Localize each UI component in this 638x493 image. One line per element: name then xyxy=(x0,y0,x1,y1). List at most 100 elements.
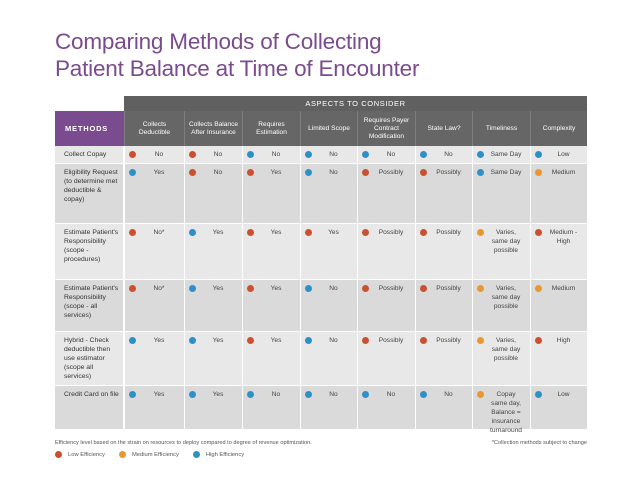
efficiency-dot-icon xyxy=(129,169,136,176)
value-cell: Medium xyxy=(530,280,587,331)
efficiency-dot-icon xyxy=(247,229,254,236)
efficiency-dot-icon xyxy=(189,337,196,344)
value-cell: Yes xyxy=(300,224,357,279)
efficiency-dot-icon xyxy=(305,169,312,176)
value-text: Varies, same day possible xyxy=(491,285,521,310)
value-text: Yes xyxy=(153,391,165,398)
value-text: High xyxy=(556,337,571,344)
value-text: Possibly xyxy=(436,285,461,292)
value-text: No* xyxy=(153,285,165,292)
value-text: Possibly xyxy=(378,169,404,176)
column-header: Requires Payer Contract Modification xyxy=(357,111,415,146)
efficiency-dot-icon xyxy=(477,151,484,158)
efficiency-dot-icon xyxy=(535,229,542,236)
efficiency-dot-icon xyxy=(247,337,254,344)
value-text: No xyxy=(386,151,396,158)
method-cell: Estimate Patient's Responsibility (scope… xyxy=(55,280,124,331)
value-cell: No xyxy=(242,386,300,429)
value-cell: No xyxy=(242,146,300,163)
value-cell: No xyxy=(415,146,472,163)
legend-item: Low Efficiency xyxy=(55,451,105,458)
page-title: Comparing Methods of Collecting Patient … xyxy=(55,28,615,82)
column-header: Collects Balance After Insurance xyxy=(184,111,242,146)
efficiency-dot-icon xyxy=(420,285,427,292)
value-cell: Possibly xyxy=(415,280,472,331)
value-cell: Copay same day, Balance = insurance turn… xyxy=(472,386,530,434)
method-cell: Eligibility Request (to determine met de… xyxy=(55,164,124,223)
efficiency-dot-icon xyxy=(189,285,196,292)
value-cell: Same Day xyxy=(472,146,530,163)
value-cell: No* xyxy=(124,224,184,279)
efficiency-dot-icon xyxy=(247,285,254,292)
value-cell: No xyxy=(300,332,357,385)
value-text: No xyxy=(213,169,223,176)
value-text: Possibly xyxy=(378,285,404,292)
efficiency-dot-icon xyxy=(129,337,136,344)
efficiency-dot-icon xyxy=(362,169,369,176)
value-text: No xyxy=(271,151,281,158)
footnote: Efficiency level based on the strain on … xyxy=(55,440,312,446)
value-text: Yes xyxy=(212,391,224,398)
efficiency-dot-icon xyxy=(129,391,136,398)
value-cell: High xyxy=(530,332,587,385)
value-cell: No xyxy=(184,164,242,223)
efficiency-dot-icon xyxy=(362,229,369,236)
value-text: Possibly xyxy=(436,337,461,344)
value-cell: Possibly xyxy=(415,164,472,223)
value-cell: No xyxy=(415,386,472,429)
method-cell: Hybrid - Check deductible then use estim… xyxy=(55,332,124,385)
efficiency-dot-icon xyxy=(420,337,427,344)
legend-label: Low Efficiency xyxy=(68,451,105,458)
methods-header: METHODS xyxy=(55,111,124,146)
value-cell: Possibly xyxy=(357,280,415,331)
value-text: Varies, same day possible xyxy=(491,229,521,254)
efficiency-dot-icon xyxy=(420,151,427,158)
efficiency-dot-icon xyxy=(477,391,484,398)
value-cell: Low xyxy=(530,146,587,163)
title-line-2: Patient Balance at Time of Encounter xyxy=(55,56,420,81)
table-row: Estimate Patient's Responsibility (scope… xyxy=(55,224,587,280)
value-cell: Varies, same day possible xyxy=(472,280,530,331)
value-text: No xyxy=(271,391,281,398)
aspects-header: ASPECTS TO CONSIDER xyxy=(124,96,587,111)
value-cell: No xyxy=(300,386,357,429)
efficiency-dot-icon xyxy=(420,391,427,398)
efficiency-dot-icon xyxy=(477,169,484,176)
value-cell: Yes xyxy=(124,332,184,385)
column-header: Complexity xyxy=(530,111,587,146)
efficiency-dot-icon xyxy=(189,229,196,236)
column-header: Timeliness xyxy=(472,111,530,146)
value-cell: Yes xyxy=(242,224,300,279)
legend-dot-icon xyxy=(118,451,126,458)
value-text: Yes xyxy=(212,337,224,344)
efficiency-dot-icon xyxy=(535,391,542,398)
footnote-collection: *Collection methods subject to change xyxy=(491,440,587,446)
value-text: Possibly xyxy=(436,169,461,176)
column-header: Requires Estimation xyxy=(242,111,300,146)
value-cell: Low xyxy=(530,386,587,429)
value-text: Yes xyxy=(328,229,339,236)
legend-item: High Efficiency xyxy=(192,451,244,458)
efficiency-dot-icon xyxy=(129,151,136,158)
value-text: No xyxy=(329,337,338,344)
value-text: No xyxy=(329,151,338,158)
value-text: Yes xyxy=(153,337,165,344)
value-text: Copay same day, Balance = insurance turn… xyxy=(490,391,522,434)
value-text: Medium xyxy=(551,285,576,292)
efficiency-dot-icon xyxy=(247,151,254,158)
value-text: Same Day xyxy=(490,151,522,158)
column-header: Collects Deductible xyxy=(124,111,184,146)
method-cell: Estimate Patient's Responsibility (scope… xyxy=(55,224,124,279)
efficiency-dot-icon xyxy=(189,391,196,398)
value-text: Possibly xyxy=(378,337,404,344)
column-header: Limited Scope xyxy=(300,111,357,146)
value-cell: Possibly xyxy=(357,224,415,279)
value-cell: Yes xyxy=(184,280,242,331)
efficiency-dot-icon xyxy=(477,337,484,344)
value-text: No xyxy=(444,151,453,158)
efficiency-dot-icon xyxy=(362,391,369,398)
efficiency-dot-icon xyxy=(305,151,312,158)
value-cell: Varies, same day possible xyxy=(472,224,530,279)
efficiency-dot-icon xyxy=(305,285,312,292)
efficiency-dot-icon xyxy=(477,229,484,236)
